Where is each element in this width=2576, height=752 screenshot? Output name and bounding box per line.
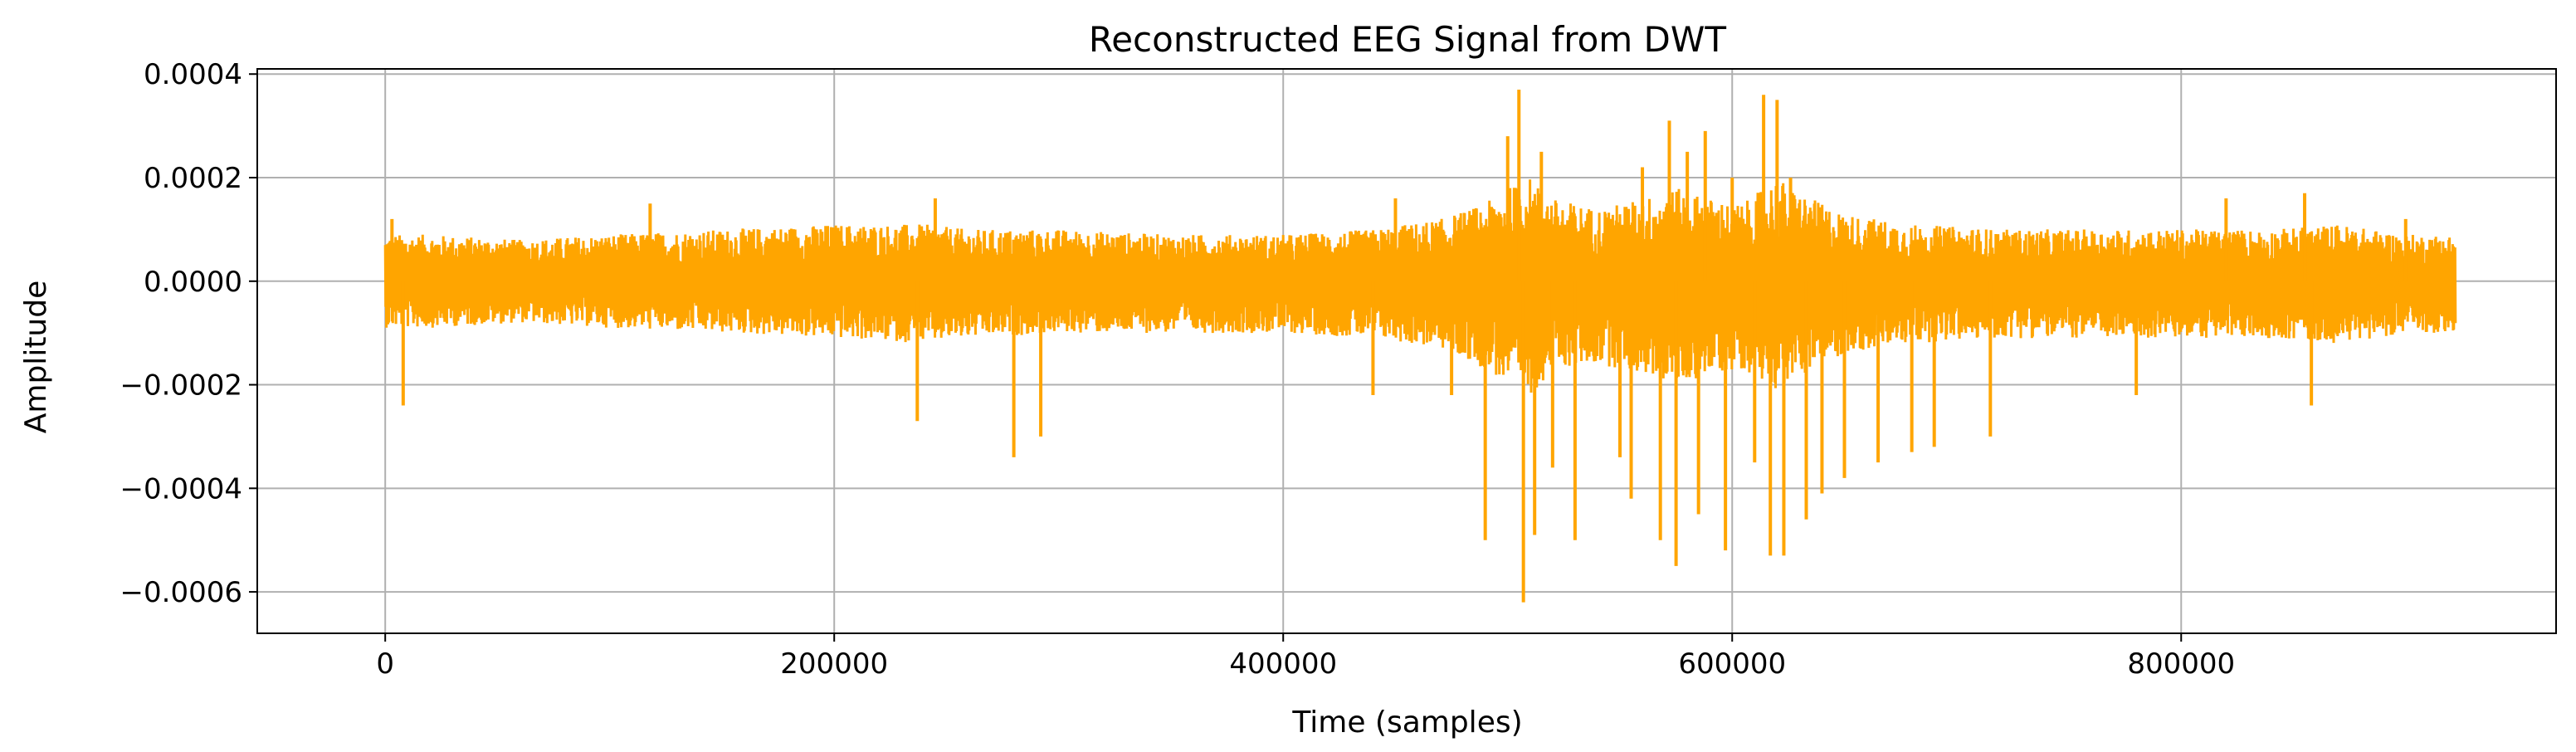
y-tick-label: −0.0004 bbox=[120, 472, 242, 505]
y-tick-label: 0.0000 bbox=[144, 266, 242, 299]
plot-area bbox=[256, 68, 2557, 634]
x-tick-label: 400000 bbox=[1229, 647, 1337, 681]
plot-frame bbox=[256, 68, 2557, 634]
chart-title: Reconstructed EEG Signal from DWT bbox=[1089, 19, 1726, 60]
x-tick-label: 800000 bbox=[2127, 647, 2235, 681]
y-tick-label: 0.0002 bbox=[144, 162, 242, 195]
x-tick-label: 0 bbox=[376, 647, 394, 681]
plot-background bbox=[257, 69, 2556, 633]
x-axis: 0 200000 400000 600000 800000 bbox=[376, 633, 2235, 681]
x-axis-label: Time (samples) bbox=[1291, 706, 1522, 740]
signal-series bbox=[383, 89, 2457, 603]
y-tick-label: −0.0006 bbox=[120, 576, 242, 609]
y-tick-label: 0.0004 bbox=[144, 58, 242, 91]
signal-trace bbox=[383, 179, 2457, 393]
x-tick-label: 200000 bbox=[780, 647, 888, 681]
y-axis: 0.0004 0.0002 0.0000 −0.0002 −0.0004 −0.0006 bbox=[120, 58, 257, 609]
y-axis-label: Amplitude bbox=[19, 281, 53, 433]
x-tick-label: 600000 bbox=[1678, 647, 1786, 681]
y-tick-label: −0.0002 bbox=[120, 369, 242, 403]
